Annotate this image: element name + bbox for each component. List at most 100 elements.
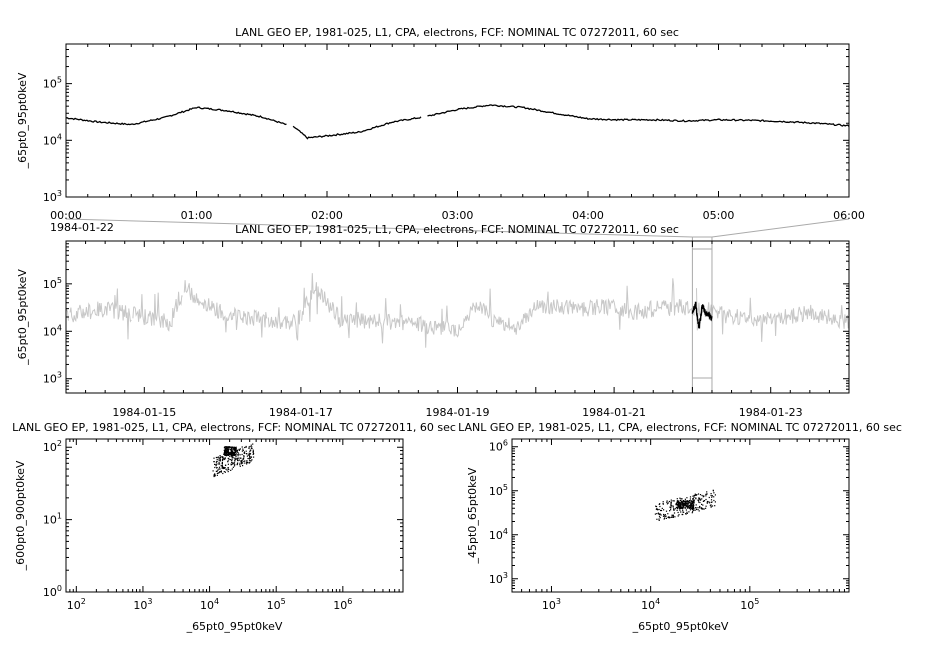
x-tick-label: 1984-01-19 bbox=[426, 406, 490, 419]
scatter-point bbox=[222, 457, 224, 459]
scatter-point bbox=[220, 470, 222, 472]
scatter-point bbox=[702, 504, 704, 506]
scatter-point bbox=[234, 459, 236, 461]
scatter-point bbox=[673, 508, 675, 510]
scatter-point bbox=[703, 495, 705, 497]
scatter-point bbox=[245, 445, 247, 448]
scatter-point bbox=[249, 453, 251, 455]
scatter-point bbox=[223, 453, 225, 455]
scatter-point bbox=[661, 507, 663, 509]
scatter-point bbox=[223, 471, 225, 473]
scatter-point bbox=[658, 503, 660, 505]
scatter-point bbox=[688, 507, 690, 509]
scatter-point bbox=[688, 500, 690, 502]
scatter-point bbox=[230, 448, 232, 450]
scatter-point bbox=[681, 506, 683, 508]
scatter-point bbox=[667, 502, 669, 504]
zoom-connector-right bbox=[711, 218, 850, 238]
scatter-point bbox=[698, 500, 700, 502]
scatter-point bbox=[249, 457, 252, 459]
scatter-point bbox=[233, 462, 236, 464]
scatter-point bbox=[234, 447, 236, 449]
scatter-point bbox=[678, 514, 680, 516]
scatter-point bbox=[223, 466, 225, 468]
scatter-point bbox=[231, 459, 233, 461]
scatter-point bbox=[226, 447, 228, 449]
scatter-point bbox=[674, 508, 676, 510]
scatter-point bbox=[685, 500, 687, 503]
scatter-point bbox=[224, 453, 226, 455]
scatter-point bbox=[246, 463, 248, 465]
scatter-point bbox=[223, 457, 225, 459]
scatter-point bbox=[689, 506, 691, 508]
scatter-point bbox=[679, 499, 681, 502]
scatter-point bbox=[226, 452, 228, 454]
scatter-point bbox=[218, 462, 220, 464]
scatter-point bbox=[705, 498, 707, 501]
scatter-point bbox=[243, 460, 245, 462]
scatter-point bbox=[224, 451, 226, 453]
scatter-point bbox=[688, 502, 690, 504]
scatter-point bbox=[236, 458, 238, 460]
scatter-point bbox=[681, 503, 683, 505]
scatter-point bbox=[694, 494, 696, 496]
scatter-point bbox=[693, 496, 695, 498]
scatter-point bbox=[253, 453, 255, 455]
scatter-point bbox=[224, 453, 227, 456]
scatter-point bbox=[711, 505, 714, 507]
scatter-point bbox=[215, 456, 217, 459]
y-tick-label: 105 bbox=[489, 483, 508, 498]
scatter-point bbox=[224, 458, 226, 460]
scatter-point bbox=[235, 455, 237, 457]
scatter-point bbox=[687, 505, 689, 507]
scatter-point bbox=[682, 501, 684, 503]
scatter-point bbox=[243, 457, 245, 459]
scatter-point bbox=[232, 452, 234, 454]
scatter-point bbox=[695, 494, 697, 496]
scatter-point bbox=[683, 504, 685, 507]
scatter-point bbox=[219, 455, 221, 457]
scatter-point bbox=[242, 462, 244, 464]
chart-title: LANL GEO EP, 1981-025, L1, CPA, electron… bbox=[12, 421, 456, 434]
y-tick-label: 105 bbox=[43, 76, 62, 91]
scatter-point bbox=[673, 512, 676, 514]
scatter-point bbox=[659, 513, 661, 515]
scatter-point bbox=[219, 471, 221, 473]
x-tick-label: 02:00 bbox=[311, 209, 343, 222]
scatter-point bbox=[231, 460, 233, 462]
scatter-point bbox=[250, 449, 252, 451]
scatter-point bbox=[662, 501, 664, 503]
scatter-point bbox=[231, 457, 233, 459]
scatter-point bbox=[705, 493, 707, 495]
scatter-point bbox=[690, 500, 692, 502]
scatter-point bbox=[222, 456, 224, 458]
scatter-point bbox=[234, 457, 236, 459]
scatter-point bbox=[676, 502, 678, 504]
scatter-point bbox=[225, 448, 227, 450]
scatter-point bbox=[681, 500, 683, 502]
scatter-point bbox=[708, 496, 710, 499]
y-tick-label: 103 bbox=[489, 571, 508, 586]
series-line bbox=[66, 104, 850, 140]
scatter-point bbox=[692, 502, 694, 504]
scatter-point bbox=[692, 498, 694, 500]
scatter-point bbox=[241, 462, 243, 464]
scatter-point bbox=[660, 514, 662, 516]
scatter-point bbox=[676, 508, 678, 510]
scatter-point bbox=[701, 494, 703, 497]
chart-title: LANL GEO EP, 1981-025, L1, CPA, electron… bbox=[235, 26, 679, 39]
scatter-point bbox=[690, 502, 692, 504]
scatter-point bbox=[252, 451, 254, 454]
scatter-point bbox=[670, 516, 672, 518]
scatter-point bbox=[683, 502, 685, 504]
x-tick-label: 105 bbox=[267, 597, 286, 612]
scatter-point bbox=[224, 454, 226, 456]
scatter-point bbox=[670, 503, 672, 506]
scatter-point bbox=[689, 496, 692, 498]
scatter-point bbox=[223, 467, 225, 469]
x-tick-label: 102 bbox=[67, 597, 86, 612]
scatter-point bbox=[223, 451, 225, 454]
scatter-point bbox=[699, 498, 701, 500]
scatter-point bbox=[221, 458, 224, 461]
scatter-point bbox=[247, 462, 249, 464]
